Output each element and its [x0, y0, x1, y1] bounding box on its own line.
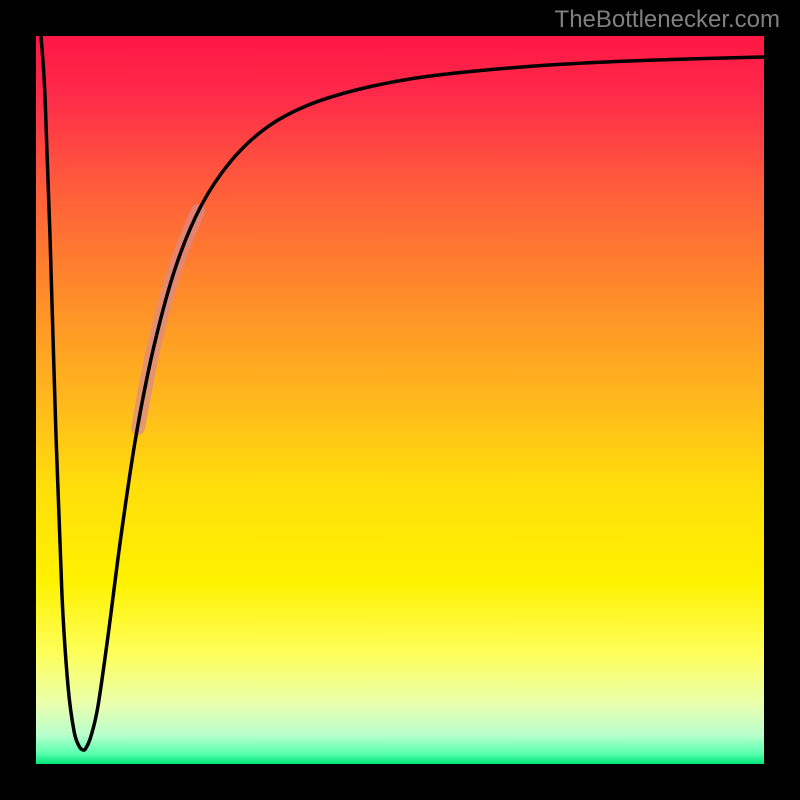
chart-svg [36, 36, 764, 764]
frame-right [764, 0, 800, 800]
plot-area [36, 36, 764, 764]
frame-left [0, 0, 36, 800]
frame-bottom [0, 764, 800, 800]
watermark-text: TheBottlenecker.com [555, 6, 780, 34]
